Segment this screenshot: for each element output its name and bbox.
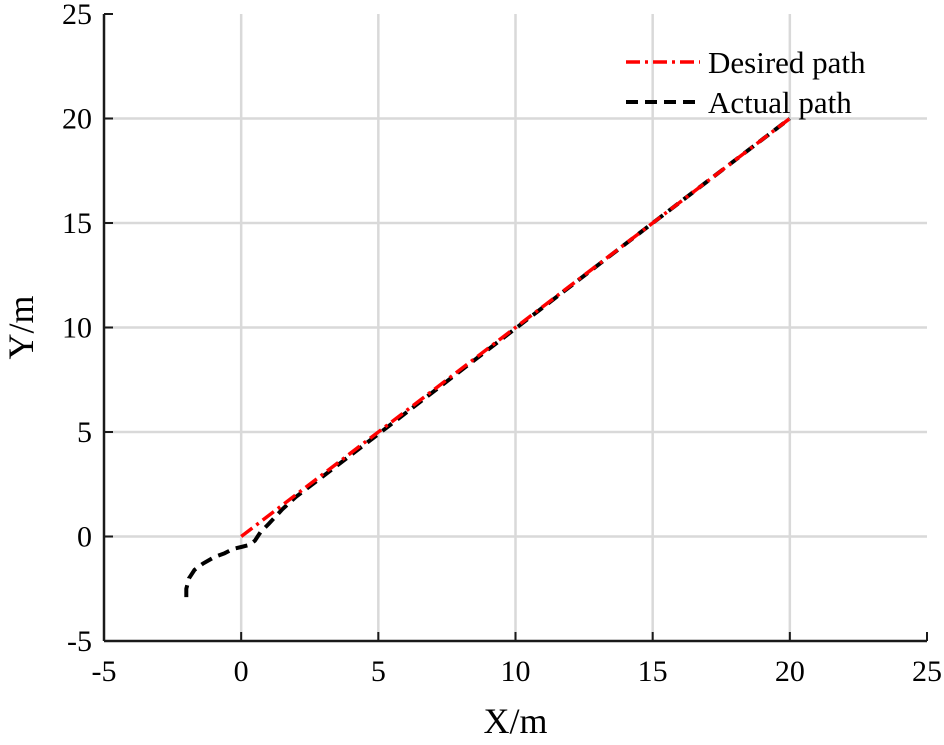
- x-tick-label: 15: [638, 655, 668, 688]
- x-tick-label: 10: [501, 655, 531, 688]
- y-axis-label: Y/m: [1, 295, 41, 359]
- x-tick-label: 20: [775, 655, 805, 688]
- y-tick-label: 5: [77, 416, 92, 449]
- y-tick-label: -5: [67, 625, 92, 658]
- x-axis-label: X/m: [483, 701, 547, 741]
- legend: Desired path Actual path: [626, 45, 866, 120]
- ticks: -5 0 5 10 15 20 25 -5 0 5 10 15 20 25: [62, 0, 942, 688]
- series-line-actual-path: [184, 116, 792, 598]
- series-group: [184, 116, 792, 598]
- y-tick-label: 10: [62, 312, 92, 345]
- x-tick-label: 0: [234, 655, 249, 688]
- y-tick-label: 20: [62, 103, 92, 136]
- y-tick-label: 15: [62, 207, 92, 240]
- legend-entry-actual-path: Actual path: [708, 85, 852, 120]
- x-tick-label: 5: [371, 655, 386, 688]
- y-tick-label: 25: [62, 0, 92, 31]
- y-tick-label: 0: [77, 521, 92, 554]
- x-tick-label: 25: [912, 655, 942, 688]
- x-tick-label: -5: [92, 655, 117, 688]
- series-line-desired-path: [240, 117, 791, 538]
- grid: [104, 14, 927, 641]
- legend-entry-desired-path: Desired path: [708, 45, 866, 80]
